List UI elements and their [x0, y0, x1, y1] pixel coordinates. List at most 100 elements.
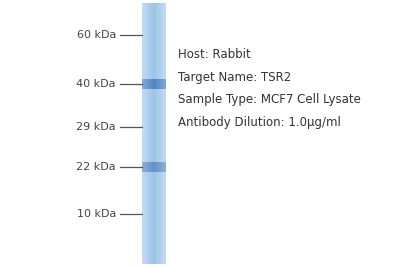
Bar [149, 162, 150, 172]
Bar [144, 162, 145, 172]
Bar [147, 79, 148, 89]
Text: Host: Rabbit: Host: Rabbit [178, 48, 251, 61]
Bar [150, 3, 151, 264]
Bar [146, 3, 147, 264]
Bar [163, 3, 164, 264]
Bar [163, 79, 164, 89]
Bar [147, 162, 148, 172]
Bar [147, 79, 148, 89]
Bar [155, 162, 156, 172]
Bar [143, 3, 144, 264]
Bar [155, 162, 156, 172]
Bar [161, 3, 162, 264]
Bar [151, 3, 152, 264]
Bar [147, 3, 148, 264]
Bar [156, 162, 157, 172]
Text: 29 kDa: 29 kDa [76, 122, 116, 132]
Bar [147, 3, 148, 264]
Bar [160, 162, 161, 172]
Bar [151, 79, 152, 89]
Bar [160, 79, 161, 89]
Bar [156, 79, 157, 89]
Text: Antibody Dilution: 1.0µg/ml: Antibody Dilution: 1.0µg/ml [178, 116, 341, 129]
Bar [147, 162, 148, 172]
Bar [158, 79, 159, 89]
Bar [143, 162, 144, 172]
Bar [165, 3, 166, 264]
Bar [142, 162, 143, 172]
Bar [157, 79, 158, 89]
Bar [157, 3, 158, 264]
Bar [153, 3, 154, 264]
Bar [165, 3, 166, 264]
Bar [149, 3, 150, 264]
Bar [164, 3, 165, 264]
Bar [148, 3, 149, 264]
Bar [164, 79, 165, 89]
Bar [159, 162, 160, 172]
Bar [162, 162, 163, 172]
Bar [154, 79, 155, 89]
Bar [163, 79, 164, 89]
Bar [150, 162, 151, 172]
Bar [152, 79, 153, 89]
Bar [145, 3, 146, 264]
Text: Target Name: TSR2: Target Name: TSR2 [178, 71, 291, 84]
Bar [142, 79, 143, 89]
Bar [155, 79, 156, 89]
Bar [164, 3, 165, 264]
Bar [164, 3, 165, 264]
Bar [151, 162, 152, 172]
Bar [155, 79, 156, 89]
Bar [146, 79, 147, 89]
Bar [158, 162, 159, 172]
Bar [150, 3, 151, 264]
Bar [148, 162, 149, 172]
Bar [162, 79, 163, 89]
Bar [165, 79, 166, 89]
Bar [149, 79, 150, 89]
Bar [149, 162, 150, 172]
Bar [161, 162, 162, 172]
Bar [150, 79, 151, 89]
Bar [157, 162, 158, 172]
Bar [153, 3, 154, 264]
Bar [144, 3, 145, 264]
Bar [142, 3, 143, 264]
Bar [156, 162, 157, 172]
Bar [148, 79, 149, 89]
Bar [151, 3, 152, 264]
Bar [142, 79, 143, 89]
Bar [149, 3, 150, 264]
Bar [143, 3, 144, 264]
Bar [163, 3, 164, 264]
Bar [163, 162, 164, 172]
Bar [160, 3, 161, 264]
Bar [153, 3, 154, 264]
Bar [144, 162, 145, 172]
Bar [145, 3, 146, 264]
Bar [144, 79, 145, 89]
Bar [159, 3, 160, 264]
Bar [145, 162, 146, 172]
Bar [153, 162, 154, 172]
Bar [152, 3, 153, 264]
Bar [163, 162, 164, 172]
Bar [152, 162, 153, 172]
Bar [152, 79, 153, 89]
Bar [149, 79, 150, 89]
Bar [157, 3, 158, 264]
Bar [147, 3, 148, 264]
Bar [164, 162, 165, 172]
Bar [158, 79, 159, 89]
Bar [145, 162, 146, 172]
Bar [162, 79, 163, 89]
Bar [155, 3, 156, 264]
Bar [160, 3, 161, 264]
Bar [158, 162, 159, 172]
Bar [161, 79, 162, 89]
Bar [148, 79, 149, 89]
Bar [153, 79, 154, 89]
Bar [143, 79, 144, 89]
Bar [160, 3, 161, 264]
